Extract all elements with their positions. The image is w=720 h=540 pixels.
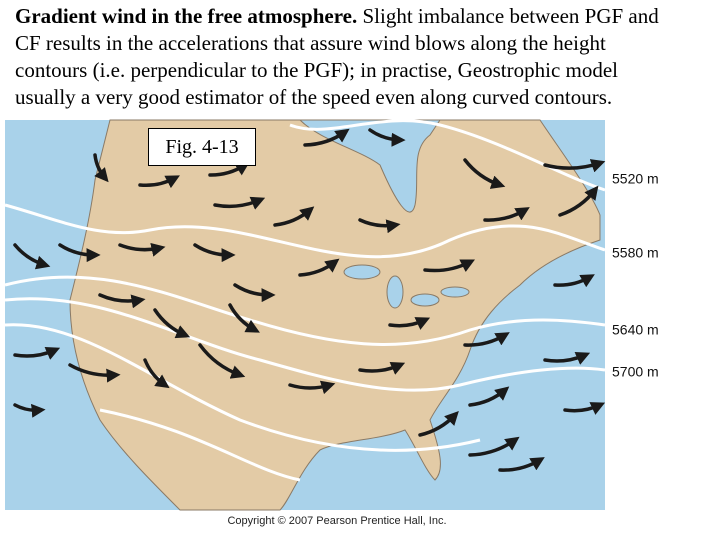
wind-arrow xyxy=(468,386,510,407)
wind-arrow xyxy=(418,410,459,437)
wind-arrow xyxy=(303,128,350,147)
wind-arrow xyxy=(483,207,530,222)
contour xyxy=(4,297,606,392)
wind-arrow xyxy=(213,196,266,210)
intro-line: contours (i.e. perpendicular to the PGF)… xyxy=(15,58,619,82)
wind-arrows xyxy=(13,128,606,472)
wind-arrow xyxy=(13,403,46,418)
wind-arrow xyxy=(358,218,401,234)
wind-arrow xyxy=(543,351,591,365)
wind-arrow xyxy=(93,153,109,183)
wind-arrow xyxy=(358,361,406,375)
copyright: Copyright © 2007 Pearson Prentice Hall, … xyxy=(227,515,446,527)
wind-arrow xyxy=(13,243,51,270)
contour-label: 5520 m xyxy=(612,171,659,187)
wind-arrow xyxy=(68,363,121,383)
contour xyxy=(4,323,481,452)
wind-arrow xyxy=(553,274,595,288)
wind-arrow xyxy=(558,185,599,217)
wind-arrow xyxy=(58,243,101,263)
intro-line: CF results in the accelerations that ass… xyxy=(15,31,606,55)
wind-arrow xyxy=(118,242,166,257)
contour-label: 5700 m xyxy=(612,364,659,380)
wind-arrow xyxy=(138,175,180,189)
wind-arrow xyxy=(228,303,260,333)
wind-arrow xyxy=(273,206,315,227)
wind-arrow xyxy=(368,128,406,147)
wind-arrow xyxy=(543,159,606,173)
intro-text: Gradient wind in the free atmosphere. Sl… xyxy=(15,3,715,111)
wind-arrow xyxy=(153,308,191,339)
intro-line: Gradient wind in the free atmosphere. Sl… xyxy=(15,3,715,30)
contour xyxy=(4,203,606,259)
figure-caption: Fig. 4-13 xyxy=(148,128,256,166)
lake xyxy=(343,264,381,280)
contours xyxy=(4,119,606,482)
wind-arrow xyxy=(463,332,510,347)
wind-arrow xyxy=(563,402,606,415)
wind-arrow xyxy=(468,436,520,457)
intro-line: usually a very good estimator of the spe… xyxy=(15,85,613,109)
wind-arrow xyxy=(288,380,336,395)
wind-arrow xyxy=(13,346,61,360)
contour xyxy=(99,408,301,482)
wind-arrow xyxy=(193,243,236,263)
wind-arrow xyxy=(498,457,545,472)
wind-arrow xyxy=(233,283,276,303)
contour xyxy=(289,119,606,192)
wind-arrow xyxy=(298,258,340,277)
contour-label: 5580 m xyxy=(612,245,659,261)
wind-arrow xyxy=(423,259,476,273)
intro-bold: Gradient wind in the free atmosphere. xyxy=(15,4,358,28)
wind-arrow xyxy=(143,358,170,389)
lake xyxy=(386,275,404,309)
lake xyxy=(440,286,470,298)
contour xyxy=(4,275,606,346)
intro-text-span: Slight imbalance between PGF and xyxy=(357,4,659,28)
lake xyxy=(410,293,440,307)
wind-arrow xyxy=(388,317,431,330)
wind-arrow xyxy=(463,158,506,189)
wind-arrow xyxy=(198,343,246,379)
contour-label: 5640 m xyxy=(612,322,659,338)
wind-arrow xyxy=(98,293,146,309)
wind-arrow xyxy=(208,161,250,177)
